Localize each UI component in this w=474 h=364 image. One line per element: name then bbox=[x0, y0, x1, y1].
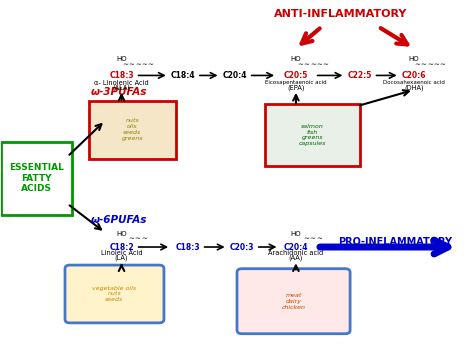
Text: PRO-INFLAMMATORY: PRO-INFLAMMATORY bbox=[338, 237, 452, 246]
Text: (EPA): (EPA) bbox=[287, 84, 305, 91]
Text: (ALA): (ALA) bbox=[112, 84, 130, 91]
Text: C18:2: C18:2 bbox=[109, 242, 134, 252]
Text: C20:5: C20:5 bbox=[284, 71, 308, 80]
Text: C20:4: C20:4 bbox=[283, 242, 308, 252]
Text: C18:4: C18:4 bbox=[171, 71, 195, 80]
Text: Docosahexaenoic acid: Docosahexaenoic acid bbox=[383, 80, 445, 85]
FancyBboxPatch shape bbox=[237, 269, 350, 334]
Text: (AA): (AA) bbox=[289, 254, 303, 261]
Text: HO: HO bbox=[116, 56, 127, 62]
Text: C20:4: C20:4 bbox=[222, 71, 247, 80]
FancyBboxPatch shape bbox=[89, 101, 176, 158]
FancyBboxPatch shape bbox=[1, 142, 72, 214]
Text: meat
dairy
chicken: meat dairy chicken bbox=[282, 293, 306, 309]
Text: HO: HO bbox=[116, 232, 127, 237]
Text: HO: HO bbox=[291, 56, 301, 62]
Text: $\sim\!\!\sim\!\!\sim$: $\sim\!\!\sim\!\!\sim$ bbox=[128, 234, 149, 240]
Text: C20:6: C20:6 bbox=[401, 71, 426, 80]
Text: Eicosapentaenoic acid: Eicosapentaenoic acid bbox=[265, 80, 327, 85]
Text: (DHA): (DHA) bbox=[404, 84, 424, 91]
Text: ESSENTIAL
FATTY
ACIDS: ESSENTIAL FATTY ACIDS bbox=[9, 163, 64, 193]
Text: ω-3PUFAs: ω-3PUFAs bbox=[91, 87, 147, 97]
Text: salmon
fish
greens
capsules: salmon fish greens capsules bbox=[299, 124, 326, 146]
Text: Arachidonic acid: Arachidonic acid bbox=[268, 250, 324, 256]
Text: $\sim\!\!\sim\!\!\sim\!\!\sim\!\!\sim$: $\sim\!\!\sim\!\!\sim\!\!\sim\!\!\sim$ bbox=[295, 60, 329, 66]
Text: ω-6PUFAs: ω-6PUFAs bbox=[91, 215, 147, 225]
Text: α- Linolenic Acid: α- Linolenic Acid bbox=[94, 80, 149, 86]
FancyBboxPatch shape bbox=[265, 104, 359, 166]
Text: Linoleic Acid: Linoleic Acid bbox=[101, 250, 142, 256]
Text: C18:3: C18:3 bbox=[109, 71, 134, 80]
FancyBboxPatch shape bbox=[65, 265, 164, 323]
Text: nuts
oils
seeds
greens: nuts oils seeds greens bbox=[121, 118, 143, 141]
Text: vegetable oils
nuts
seeds: vegetable oils nuts seeds bbox=[92, 286, 137, 302]
Text: $\sim\!\!\sim\!\!\sim\!\!\sim\!\!\sim$: $\sim\!\!\sim\!\!\sim\!\!\sim\!\!\sim$ bbox=[413, 60, 447, 66]
Text: $\sim\!\!\sim\!\!\sim$: $\sim\!\!\sim\!\!\sim$ bbox=[302, 234, 323, 240]
Text: ANTI-INFLAMMATORY: ANTI-INFLAMMATORY bbox=[274, 9, 407, 19]
Text: C18:3: C18:3 bbox=[175, 242, 200, 252]
Text: $\sim\!\!\sim\!\!\sim\!\!\sim\!\!\sim$: $\sim\!\!\sim\!\!\sim\!\!\sim\!\!\sim$ bbox=[121, 60, 155, 66]
Text: C22:5: C22:5 bbox=[347, 71, 372, 80]
Text: HO: HO bbox=[291, 232, 301, 237]
Text: (LA): (LA) bbox=[115, 254, 128, 261]
Text: C20:3: C20:3 bbox=[229, 242, 254, 252]
Text: HO: HO bbox=[409, 56, 419, 62]
